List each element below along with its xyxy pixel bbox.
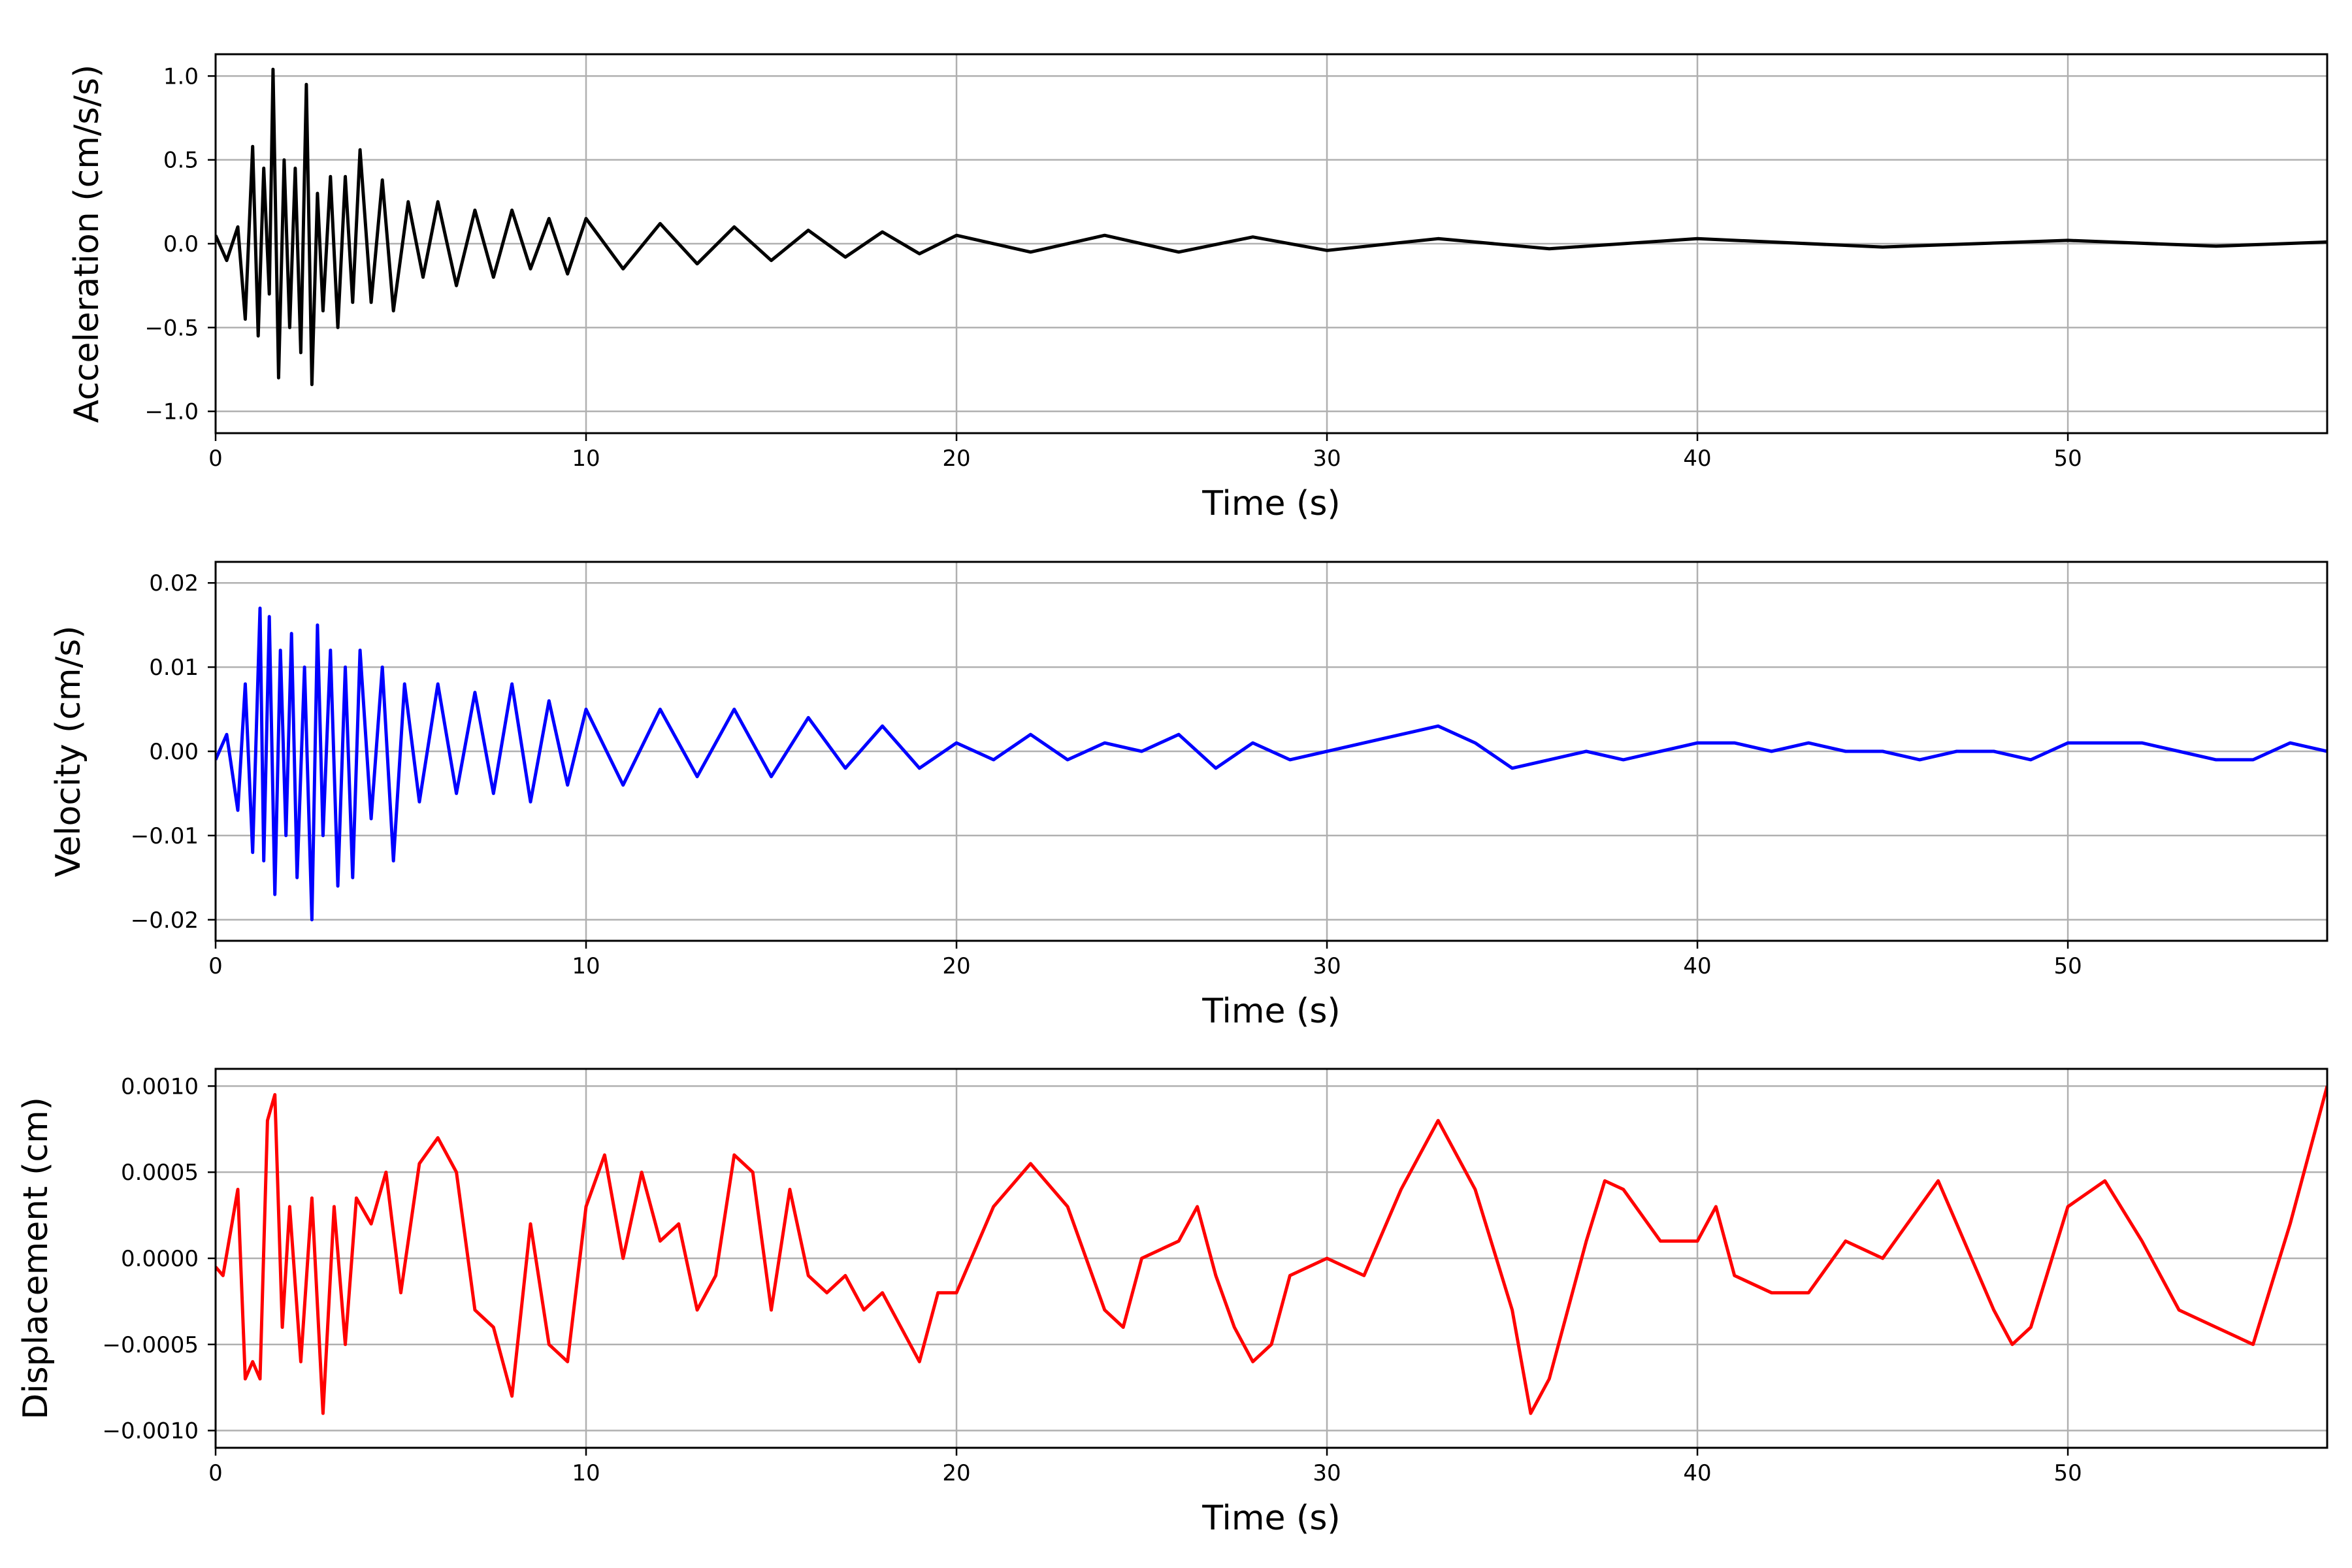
chart-panel-2: 0 10 20 30 40 50 0.02 0.01 0.00 −0.01 −0.02 Time (s… — [49, 561, 2328, 1031]
y-tick-label: 0.5 — [163, 148, 199, 174]
x-tick-label: 40 — [1683, 446, 1711, 472]
y-tick-label: 0.01 — [149, 655, 199, 681]
x-tick-label: 20 — [942, 1460, 970, 1486]
x-tick-label: 0 — [208, 446, 223, 472]
series-line-1 — [216, 606, 2327, 922]
y-tick-label: −0.02 — [131, 907, 199, 934]
y-axis-label: Acceleration (cm/s/s) — [67, 65, 106, 423]
plot-frame — [214, 561, 2328, 942]
y-tick-label: 0.0000 — [121, 1246, 199, 1272]
x-axis-label: Time (s) — [1201, 992, 1340, 1031]
x-tick-label: 10 — [572, 446, 600, 472]
x-tick-label: 20 — [942, 953, 970, 979]
y-axis-label: Velocity (cm/s) — [49, 626, 88, 877]
x-axis-label: Time (s) — [1201, 484, 1340, 523]
x-tick-label: 30 — [1313, 953, 1341, 979]
y-tick-label: 0.0 — [163, 231, 199, 257]
y-tick-label: 0.0005 — [121, 1160, 199, 1186]
chart-panel-3: 0 10 20 30 40 50 0.0010 0.0005 0.0000 −0.0005 −0.0… — [16, 1068, 2328, 1538]
x-tick-label: 10 — [572, 953, 600, 979]
x-tick-label: 0 — [208, 1460, 223, 1486]
y-tick-label: 1.0 — [163, 63, 199, 90]
y-tick-label: 0.02 — [149, 570, 199, 596]
y-tick-label: −0.5 — [144, 315, 199, 341]
x-tick-label: 50 — [2053, 1460, 2082, 1486]
x-axis-label: Time (s) — [1201, 1499, 1340, 1538]
x-tick-label: 10 — [572, 1460, 600, 1486]
x-tick-label: 0 — [208, 953, 223, 979]
y-tick-label: −0.01 — [131, 823, 199, 849]
plot-frame — [214, 1068, 2328, 1449]
x-tick-label: 20 — [942, 446, 970, 472]
chart-panel-1: 0 10 20 30 40 50 1.0 0.5 0.0 −0.5 −1.0 Time (s) Acce… — [67, 53, 2328, 523]
series-line-1 — [216, 67, 2327, 387]
y-tick-label: 0.0010 — [121, 1073, 199, 1100]
x-tick-label: 30 — [1313, 446, 1341, 472]
plot-frame — [214, 53, 2328, 434]
y-tick-label: −0.0005 — [103, 1332, 199, 1358]
x-tick-label: 50 — [2053, 953, 2082, 979]
y-axis-label: Displacement (cm) — [16, 1097, 56, 1420]
x-tick-label: 40 — [1683, 953, 1711, 979]
y-tick-label: −1.0 — [144, 399, 199, 425]
y-tick-label: 0.00 — [149, 739, 199, 765]
x-tick-label: 30 — [1313, 1460, 1341, 1486]
x-tick-label: 40 — [1683, 1460, 1711, 1486]
series-line-1 — [216, 1085, 2327, 1415]
y-tick-label: −0.0010 — [103, 1418, 199, 1445]
x-tick-label: 50 — [2053, 446, 2082, 472]
